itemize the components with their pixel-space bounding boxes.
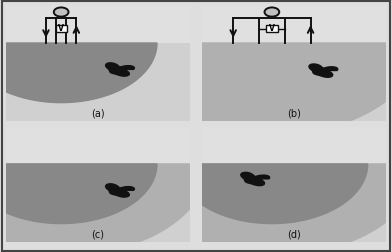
Bar xyxy=(202,127,386,164)
Text: (d): (d) xyxy=(287,230,301,240)
Polygon shape xyxy=(0,43,157,103)
Polygon shape xyxy=(105,184,134,197)
Bar xyxy=(202,6,386,43)
Text: (c): (c) xyxy=(91,230,105,240)
Polygon shape xyxy=(0,164,209,252)
Bar xyxy=(6,43,190,121)
Text: (b): (b) xyxy=(287,109,301,119)
Bar xyxy=(6,6,190,43)
FancyBboxPatch shape xyxy=(56,25,67,32)
FancyBboxPatch shape xyxy=(266,25,278,32)
Circle shape xyxy=(54,8,69,17)
Polygon shape xyxy=(309,64,338,77)
Bar xyxy=(6,127,190,164)
Polygon shape xyxy=(176,164,368,224)
Polygon shape xyxy=(125,164,392,252)
Polygon shape xyxy=(0,164,157,224)
Text: V: V xyxy=(269,24,275,33)
Bar xyxy=(202,164,386,242)
Polygon shape xyxy=(241,172,270,186)
Polygon shape xyxy=(105,63,134,76)
Polygon shape xyxy=(125,43,392,135)
Circle shape xyxy=(265,8,279,17)
Bar xyxy=(202,43,386,121)
Text: (a): (a) xyxy=(91,109,105,119)
Text: V: V xyxy=(58,24,64,33)
Bar xyxy=(6,164,190,242)
